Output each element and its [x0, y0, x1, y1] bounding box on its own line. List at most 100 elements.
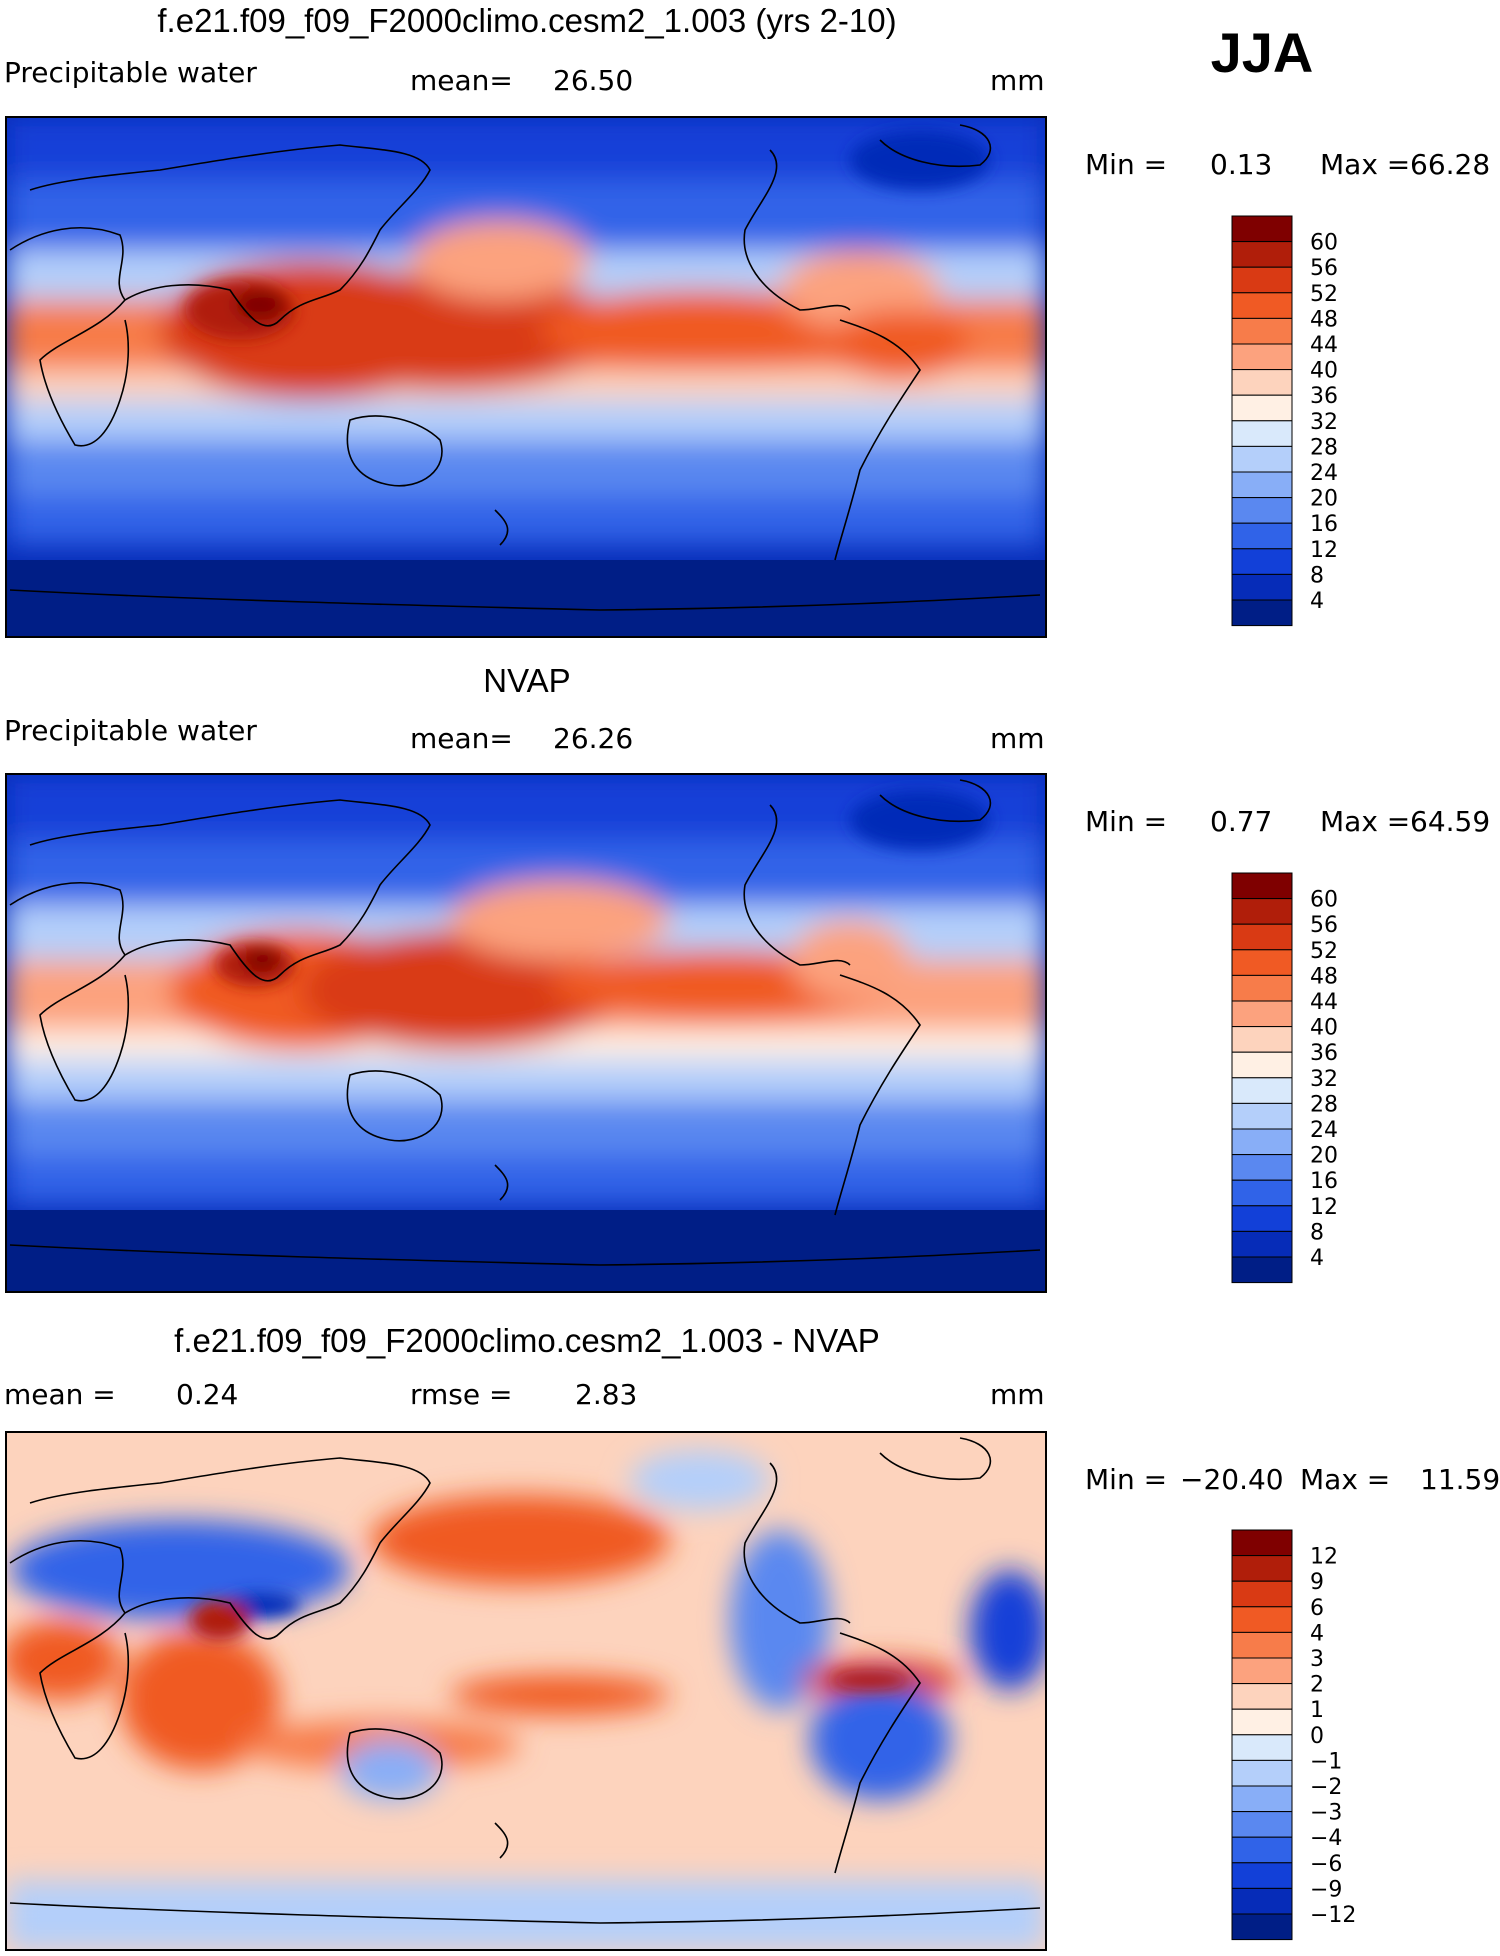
units-label: mm	[990, 1378, 1045, 1411]
max-value: 66.28	[1410, 148, 1490, 181]
colorbar-tick-label: 24	[1310, 461, 1338, 486]
colorbar-swatch	[1231, 1179, 1293, 1207]
colorbar-swatch	[1231, 1205, 1293, 1232]
colorbar-swatch	[1231, 1811, 1293, 1838]
colorbar-tick-label: −12	[1310, 1903, 1356, 1928]
colorbar-tick-label: 1	[1310, 1698, 1324, 1723]
colorbar-tick-label: 20	[1310, 487, 1338, 512]
colorbar-tick-label: −2	[1310, 1775, 1342, 1800]
rmse-label: rmse =	[410, 1378, 512, 1411]
colorbar-swatch	[1231, 599, 1293, 627]
map-field	[6, 1432, 1046, 1950]
panel-title: NVAP	[483, 662, 570, 699]
panel-title: f.e21.f09_f09_F2000climo.cesm2_1.003 - N…	[174, 1322, 880, 1359]
rmse-value: 2.83	[575, 1378, 637, 1411]
colorbar-swatch	[1231, 522, 1293, 550]
map-field	[6, 117, 1046, 637]
mean-value: 26.50	[553, 64, 633, 97]
panel-title: f.e21.f09_f09_F2000climo.cesm2_1.003 (yr…	[157, 2, 896, 39]
season-label: JJA	[1211, 21, 1314, 84]
colorbar-swatch	[1231, 1683, 1293, 1710]
map-frame	[5, 116, 1047, 638]
colorbar-tick-label: 56	[1310, 256, 1338, 281]
colorbar-tick-label: 20	[1310, 1144, 1338, 1169]
colorbar-tick-label: 2	[1310, 1673, 1324, 1698]
colorbar-swatch	[1231, 420, 1293, 447]
colorbar-tick-label: 40	[1310, 359, 1338, 384]
max-label: Max =	[1320, 148, 1410, 181]
field-label: Precipitable water	[4, 714, 257, 747]
min-label: Min =	[1085, 1463, 1167, 1496]
colorbar-tick-label: 60	[1310, 231, 1338, 256]
coastlines	[9, 779, 1041, 1266]
colorbar-tick-label: 52	[1310, 282, 1338, 307]
colorbar-swatch	[1231, 1555, 1293, 1582]
colorbar-tick-label: 40	[1310, 1016, 1338, 1041]
colorbar-tick-label: 44	[1310, 990, 1338, 1015]
colorbar-swatch	[1231, 1077, 1293, 1104]
colorbar-swatch	[1231, 923, 1293, 951]
colorbar-swatch	[1231, 1000, 1293, 1028]
min-value: −20.40	[1180, 1463, 1284, 1496]
colorbar-tick-label: 8	[1310, 1220, 1324, 1245]
colorbar-swatch	[1231, 898, 1293, 925]
colorbar-tick-label: 52	[1310, 939, 1338, 964]
colorbar-swatch	[1231, 1836, 1293, 1864]
colorbar-swatch	[1231, 1580, 1293, 1608]
max-value: 64.59	[1410, 805, 1490, 838]
colorbar-tick-label: 0	[1310, 1724, 1324, 1749]
mean-label: mean=	[410, 64, 513, 97]
colorbar-tick-label: −9	[1310, 1877, 1342, 1902]
colorbar-swatch	[1231, 1026, 1293, 1053]
colorbar-tick-label: −6	[1310, 1852, 1342, 1877]
colorbar-swatch	[1231, 445, 1293, 473]
colorbar-tick-label: 8	[1310, 563, 1324, 588]
colorbar-tick-label: 9	[1310, 1570, 1324, 1595]
colorbar-swatch	[1231, 1708, 1293, 1736]
colorbar-swatch	[1231, 215, 1293, 243]
coastlines	[9, 1437, 1041, 1924]
colorbar-swatch	[1231, 1051, 1293, 1079]
colorbar-swatch	[1231, 573, 1293, 601]
colorbar-swatch	[1231, 949, 1293, 976]
colorbar-swatch	[1231, 1734, 1293, 1761]
colorbar-tick-label: 60	[1310, 888, 1338, 913]
units-label: mm	[990, 64, 1045, 97]
max-value: 11.59	[1420, 1463, 1500, 1496]
map-field	[6, 774, 1046, 1292]
colorbar-tick-label: 4	[1310, 1621, 1324, 1646]
colorbar-tick-label: −3	[1310, 1801, 1342, 1826]
colorbar-tick-label: 56	[1310, 913, 1338, 938]
colorbar-swatch	[1231, 974, 1293, 1002]
colorbar-swatch	[1231, 1785, 1293, 1813]
min-label: Min =	[1085, 805, 1167, 838]
colorbar-swatch	[1231, 394, 1293, 422]
colorbar-swatch	[1231, 1759, 1293, 1787]
colorbar-swatch	[1231, 1102, 1293, 1130]
colorbar-swatch	[1231, 369, 1293, 396]
colorbar-swatch	[1231, 266, 1293, 294]
colorbar-tick-label: 3	[1310, 1647, 1324, 1672]
min-value: 0.77	[1210, 805, 1272, 838]
colorbar-tick-label: 44	[1310, 333, 1338, 358]
colorbar-tick-label: −4	[1310, 1826, 1342, 1851]
min-label: Min =	[1085, 148, 1167, 181]
colorbar-tick-label: 28	[1310, 1092, 1338, 1117]
colorbar-swatch	[1231, 1913, 1293, 1941]
units-label: mm	[990, 722, 1045, 755]
coastlines	[9, 124, 1041, 611]
colorbar-swatch	[1231, 872, 1293, 900]
colorbar-tick-label: 12	[1310, 1545, 1338, 1570]
colorbar-tick-label: 6	[1310, 1596, 1324, 1621]
colorbar-swatch	[1231, 1887, 1293, 1915]
colorbar-tick-label: 24	[1310, 1118, 1338, 1143]
colorbar-tick-label: 32	[1310, 1067, 1338, 1092]
colorbar-tick-label: 12	[1310, 538, 1338, 563]
colorbar-swatch	[1231, 241, 1293, 268]
mean-value: 26.26	[553, 722, 633, 755]
colorbar-swatch	[1231, 343, 1293, 371]
mean-label: mean=	[410, 722, 513, 755]
